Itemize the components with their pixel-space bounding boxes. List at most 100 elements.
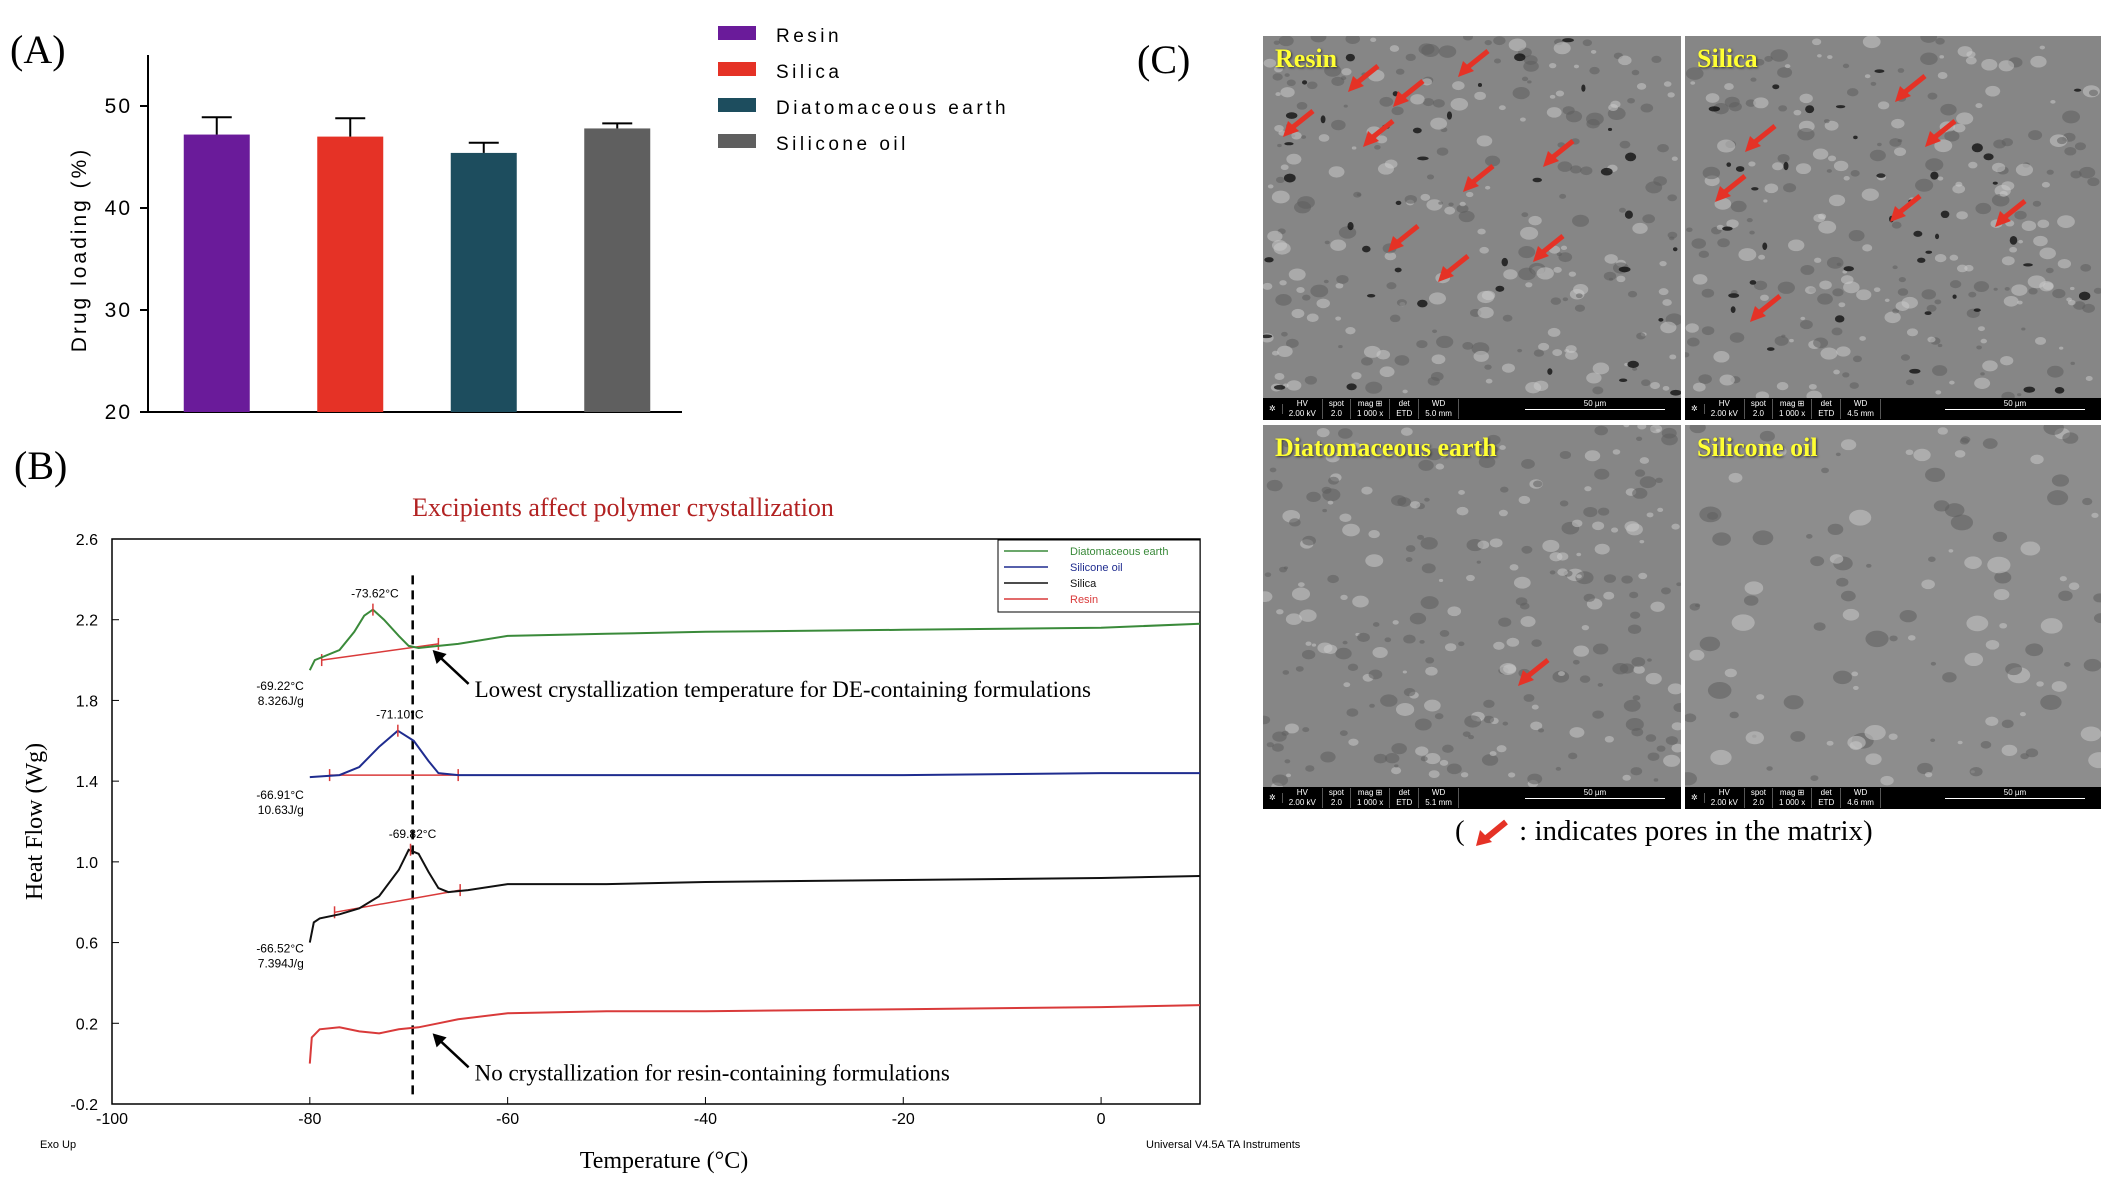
sem-pore [1909,368,1921,374]
sem-pore [1658,317,1664,322]
red-arrow-icon [1750,294,1782,322]
sem-particle [1948,549,1954,553]
sem-particle [1793,109,1802,116]
sem-particle [1824,120,1839,131]
sem-sample-label: Diatomaceous earth [1275,433,1497,462]
peak-label: -69.82°C [389,827,437,841]
sem-particle [2093,593,2101,603]
sem-particle [1717,238,1730,248]
sem-particle [1582,39,1593,47]
sem-particle [1993,589,2010,601]
sem-particle [1626,523,1643,536]
arrow-head [1995,211,2011,227]
sem-particle [1937,427,1948,435]
sem-particle [1291,308,1305,319]
sem-particle [2028,287,2038,295]
sem-pore [1532,177,1542,183]
sem-particle [1957,740,1963,745]
sem-particle [1573,645,1590,657]
sem-particle [1306,81,1318,90]
sem-particle [1291,587,1311,601]
sem-particle [1975,202,1992,215]
sem-particle [1271,190,1290,204]
sem-info-cell: ✲ [1685,793,1705,803]
sem-particle [1318,134,1330,142]
sem-particle [1965,56,1977,65]
sem-particle [1891,221,1902,229]
sem-pore [1362,245,1371,253]
sem-particle [1842,63,1850,69]
sem-particle [1991,193,2010,207]
sem-particle [1650,425,1663,434]
sem-particle [1899,609,1917,623]
sem-pore [1607,127,1613,131]
sem-info-cell: mag ⊞ 1 000 x [1773,399,1813,419]
sem-particle [2001,744,2018,756]
sem-particle [1618,55,1632,66]
sem-particle [1840,590,1856,602]
sem-pore [1477,83,1483,87]
sem-particle [1604,254,1618,264]
sem-info-cell: mag ⊞ 1 000 x [1773,788,1813,808]
arrow-head [1745,136,1761,152]
sem-particle [1284,73,1290,77]
arrow-shaft [1401,79,1425,99]
y-tick-label: 0.6 [76,936,98,953]
sem-particle [1428,292,1447,305]
sem-particle [1744,581,1764,595]
sem-particle [1921,289,1937,300]
sem-particle [1432,329,1438,334]
legend-entry: Silica [776,62,842,83]
sem-particle [1294,201,1312,214]
sem-particle [1478,456,1496,468]
sem-particle [1973,281,1990,292]
sem-particle [1559,450,1572,460]
sem-particle [1438,45,1457,58]
sem-particle [1324,64,1342,77]
sem-particle [1546,107,1562,118]
sem-particle [1569,727,1585,738]
sem-particle [1993,287,1998,291]
footer-exo-up: Exo Up [40,1139,76,1151]
sem-particle [1299,609,1317,622]
sem-particle [1576,552,1582,557]
sem-particle [1353,191,1362,198]
sem-particle [2058,590,2073,601]
sem-particle [1650,382,1661,390]
sem-particle [1685,713,1697,723]
sem-particle [2058,346,2064,350]
sem-particle [1975,103,1983,109]
sem-particle [1281,730,1289,736]
sem-particle [1404,194,1418,204]
sem-particle [1283,566,1289,570]
sem-particle [1632,222,1648,234]
sem-particle [1662,299,1672,306]
sem-particle [1764,183,1779,194]
sem-particle [1853,685,1859,690]
sem-particle [1296,287,1305,294]
sem-info-cell: spot 2.0 [1323,399,1351,419]
sem-particle [1913,448,1931,462]
sem-particle [2082,303,2095,313]
arrow-shaft [1466,49,1490,69]
sem-particle [1655,477,1663,483]
sem-particle [1323,279,1329,284]
legend-entry: Silicone oil [1070,562,1123,574]
red-arrow-icon [1458,49,1490,77]
sem-particle [1295,666,1304,672]
arrow-head [1518,670,1534,686]
sem-info-cell: mag ⊞ 1 000 x [1351,399,1391,419]
sem-particle [1484,364,1492,370]
sem-particle [1379,96,1394,107]
sem-particle [1352,595,1369,608]
dsc-heat-flow-chart: Excipients affect polymer crystallizatio… [22,493,1301,1174]
sem-particle [1391,495,1407,507]
sem-particle [2051,474,2070,487]
sem-particle [1956,211,1968,220]
sem-pore [1618,266,1631,273]
sem-particle [1401,427,1413,436]
sem-particle [1937,343,1943,348]
sem-particle [1772,162,1784,171]
sem-particle [1424,497,1430,502]
sem-particle [1639,457,1650,464]
